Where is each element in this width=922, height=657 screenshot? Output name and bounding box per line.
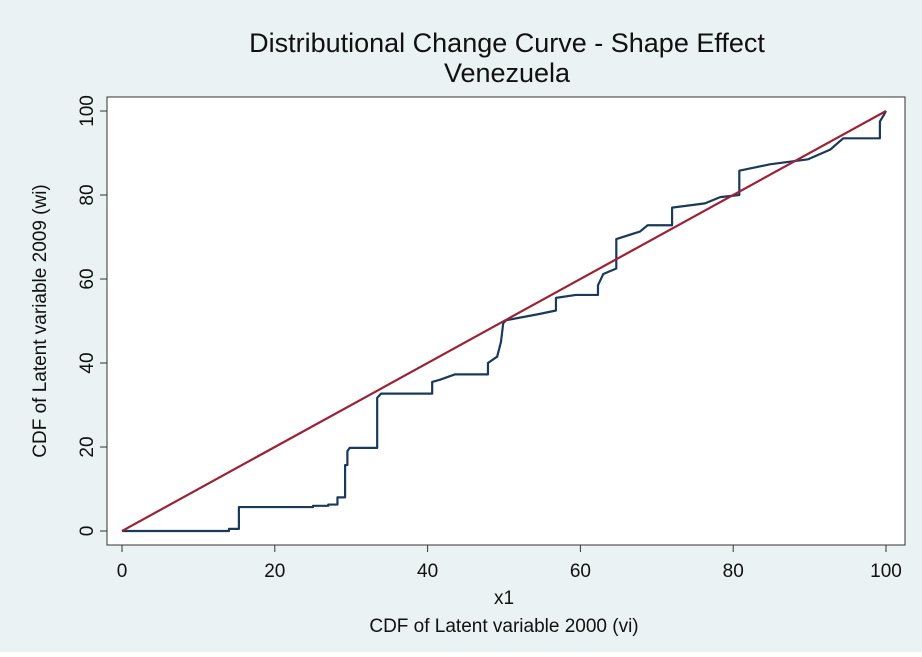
x-tick-label: 100 bbox=[870, 561, 902, 582]
series-line bbox=[121, 110, 887, 532]
y-tick-label: 0 bbox=[77, 526, 98, 537]
chart-title: Distributional Change Curve - Shape Effe… bbox=[249, 28, 765, 58]
y-tick-label: 20 bbox=[77, 436, 98, 457]
y-axis-title: CDF of Latent variable 2009 (wi) bbox=[30, 184, 51, 458]
x-axis-title: CDF of Latent variable 2000 (vi) bbox=[369, 616, 638, 637]
y-tick-label: 60 bbox=[77, 268, 98, 289]
y-tick-label: 40 bbox=[77, 352, 98, 373]
y-tick-label: 100 bbox=[77, 95, 98, 127]
x-tick-label: 60 bbox=[570, 561, 591, 582]
x-tick-label: 0 bbox=[117, 561, 128, 582]
x-tick-label: 20 bbox=[264, 561, 285, 582]
y-tick-label: 80 bbox=[77, 184, 98, 205]
x-tick-label: 40 bbox=[417, 561, 438, 582]
x-axis-label: x1 bbox=[494, 588, 514, 609]
x-tick-label: 80 bbox=[723, 561, 744, 582]
chart-subtitle: Venezuela bbox=[444, 58, 571, 88]
